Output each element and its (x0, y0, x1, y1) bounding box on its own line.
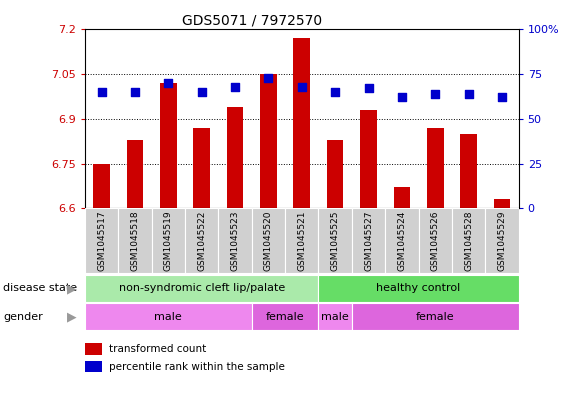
Bar (152, 208, 185, 273)
Text: healthy control: healthy control (376, 283, 461, 294)
Bar (85, 361, 103, 373)
Bar (219, 208, 252, 273)
Text: ▶: ▶ (67, 310, 76, 323)
Bar (385, 208, 418, 273)
Bar (85, 208, 118, 273)
Point (97, 89, 106, 95)
Text: GSM1045525: GSM1045525 (331, 210, 340, 271)
Bar (193, 128, 210, 208)
Text: GSM1045527: GSM1045527 (364, 210, 373, 271)
Point (498, 94, 507, 101)
Bar (352, 29, 385, 208)
Text: GSM1045523: GSM1045523 (230, 210, 240, 271)
Text: gender: gender (3, 312, 43, 322)
Text: transformed count: transformed count (109, 344, 206, 354)
Text: GSM1045520: GSM1045520 (264, 210, 273, 271)
Bar (427, 128, 444, 208)
Bar (252, 208, 285, 273)
Text: percentile rank within the sample: percentile rank within the sample (109, 362, 285, 372)
Text: GSM1045518: GSM1045518 (131, 210, 139, 271)
Text: non-syndromic cleft lip/palate: non-syndromic cleft lip/palate (118, 283, 285, 294)
Text: GSM1045522: GSM1045522 (197, 210, 206, 271)
Point (264, 75, 273, 81)
Bar (285, 29, 318, 208)
Text: GSM1045519: GSM1045519 (164, 210, 173, 271)
Bar (118, 29, 152, 208)
Point (163, 80, 173, 86)
Bar (493, 199, 510, 208)
Text: GSM1045521: GSM1045521 (297, 210, 306, 271)
Bar (294, 39, 310, 208)
Bar (352, 208, 385, 273)
Point (297, 84, 306, 90)
Bar (252, 29, 285, 208)
Bar (85, 29, 118, 208)
Bar (219, 29, 252, 208)
Bar (318, 303, 352, 330)
Bar (85, 275, 318, 302)
Bar (185, 29, 219, 208)
Text: disease state: disease state (3, 283, 77, 294)
Bar (485, 29, 519, 208)
Bar (285, 208, 318, 273)
Text: female: female (416, 312, 455, 322)
Bar (318, 208, 352, 273)
Bar (93, 163, 110, 208)
Point (397, 94, 407, 101)
Bar (485, 208, 519, 273)
Text: ▶: ▶ (67, 282, 76, 295)
Text: male: male (321, 312, 349, 322)
Bar (185, 208, 219, 273)
Point (331, 89, 340, 95)
Bar (360, 110, 377, 208)
Bar (394, 187, 410, 208)
Bar (260, 74, 277, 208)
Text: female: female (266, 312, 304, 322)
Bar (127, 140, 144, 208)
Bar (318, 29, 352, 208)
Text: GSM1045529: GSM1045529 (498, 210, 506, 271)
Text: GDS5071 / 7972570: GDS5071 / 7972570 (182, 14, 322, 28)
Text: GSM1045526: GSM1045526 (431, 210, 440, 271)
Bar (85, 303, 252, 330)
Bar (460, 134, 477, 208)
Text: GSM1045524: GSM1045524 (397, 210, 406, 271)
Bar (252, 303, 318, 330)
Bar (452, 208, 485, 273)
Bar (327, 140, 343, 208)
Bar (452, 29, 485, 208)
Bar (318, 275, 519, 302)
Text: GSM1045528: GSM1045528 (464, 210, 473, 271)
Bar (118, 208, 152, 273)
Point (364, 85, 373, 92)
Bar (352, 303, 519, 330)
Bar (160, 83, 177, 208)
Point (464, 91, 473, 97)
Point (230, 84, 240, 90)
Point (431, 91, 440, 97)
Bar (152, 29, 185, 208)
Text: male: male (155, 312, 182, 322)
Bar (385, 29, 418, 208)
Bar (85, 343, 103, 354)
Bar (418, 29, 452, 208)
Text: GSM1045517: GSM1045517 (97, 210, 106, 271)
Bar (418, 208, 452, 273)
Bar (227, 107, 243, 208)
Point (197, 89, 206, 95)
Point (130, 89, 139, 95)
